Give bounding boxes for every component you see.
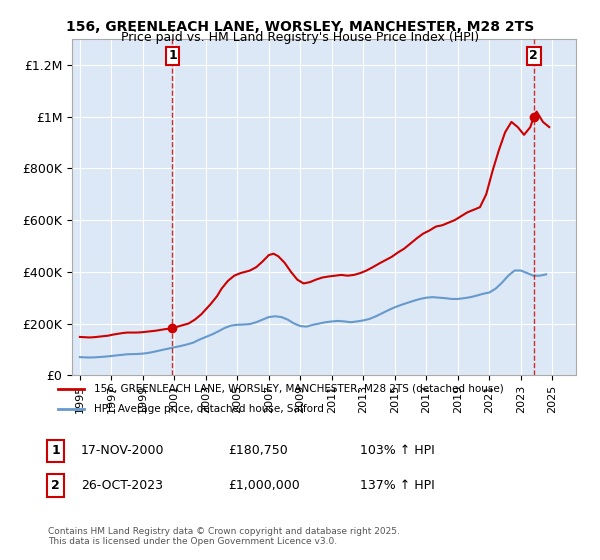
Text: £1,000,000: £1,000,000 [228, 479, 300, 492]
Text: 137% ↑ HPI: 137% ↑ HPI [360, 479, 435, 492]
Text: £180,750: £180,750 [228, 444, 288, 458]
Text: 17-NOV-2000: 17-NOV-2000 [81, 444, 164, 458]
Text: 156, GREENLEACH LANE, WORSLEY, MANCHESTER, M28 2TS: 156, GREENLEACH LANE, WORSLEY, MANCHESTE… [66, 20, 534, 34]
Text: 2: 2 [529, 49, 538, 62]
Text: HPI: Average price, detached house, Salford: HPI: Average price, detached house, Salf… [94, 404, 325, 414]
Text: Contains HM Land Registry data © Crown copyright and database right 2025.
This d: Contains HM Land Registry data © Crown c… [48, 526, 400, 546]
Text: 26-OCT-2023: 26-OCT-2023 [81, 479, 163, 492]
Text: 1: 1 [51, 444, 60, 458]
Text: 2: 2 [51, 479, 60, 492]
Text: 103% ↑ HPI: 103% ↑ HPI [360, 444, 435, 458]
Text: Price paid vs. HM Land Registry's House Price Index (HPI): Price paid vs. HM Land Registry's House … [121, 31, 479, 44]
Text: 156, GREENLEACH LANE, WORSLEY, MANCHESTER, M28 2TS (detached house): 156, GREENLEACH LANE, WORSLEY, MANCHESTE… [94, 384, 504, 394]
Text: 1: 1 [168, 49, 177, 62]
